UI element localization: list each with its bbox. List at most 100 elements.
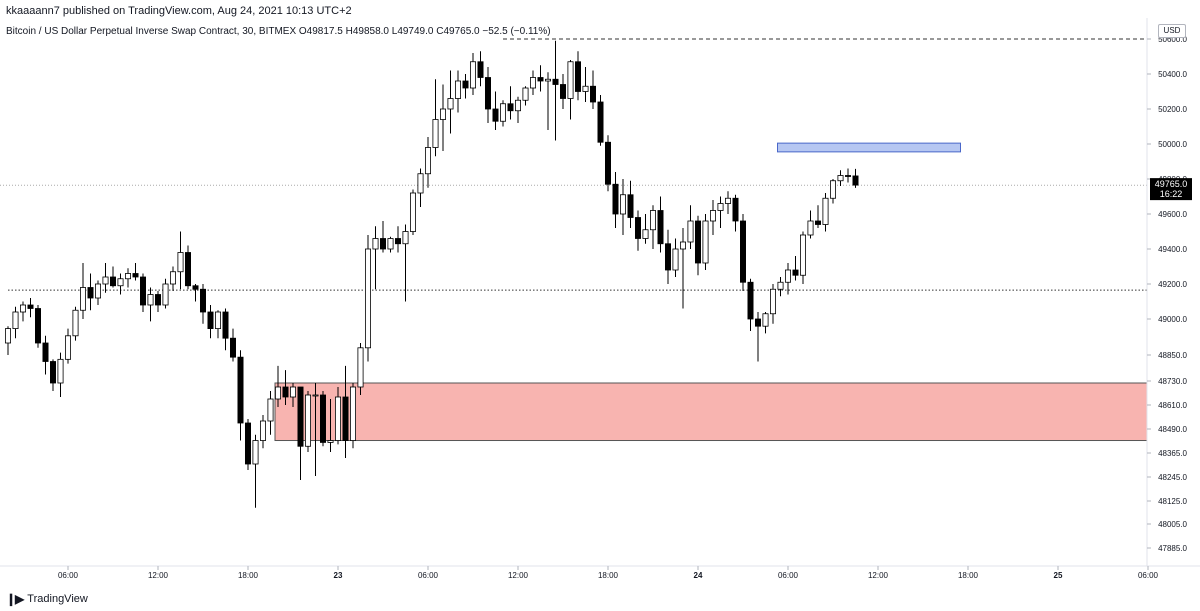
candle-body-down xyxy=(560,84,567,99)
price-tick-label: 48730.0 xyxy=(1158,377,1187,386)
time-tick-label: 06:00 xyxy=(778,571,799,580)
candle-body-up xyxy=(102,276,109,285)
candle-body-up xyxy=(65,335,72,360)
candle-body-down xyxy=(747,281,754,320)
tradingview-logo[interactable]: ❙▶ TradingView xyxy=(6,592,88,606)
candle-body-up xyxy=(80,287,87,311)
candle-body-down xyxy=(792,269,799,276)
candle-body-down xyxy=(184,252,191,287)
candle-body-up xyxy=(702,220,709,264)
tradingview-logo-icon: ❙▶ xyxy=(6,592,24,606)
candle-body-up xyxy=(515,99,522,112)
time-tick-label: 24 xyxy=(694,571,703,580)
time-tick-label: 12:00 xyxy=(508,571,529,580)
time-tick-label: 23 xyxy=(334,571,343,580)
candle-body-down xyxy=(154,294,161,306)
candle-body-up xyxy=(454,80,461,99)
price-axis[interactable]: 50600.050400.050200.050000.049800.049600… xyxy=(1147,35,1188,553)
price-tick-label: 50600.0 xyxy=(1158,35,1187,44)
candle-body-down xyxy=(605,141,612,185)
price-tick-label: 49200.0 xyxy=(1158,280,1187,289)
candle-body-up xyxy=(364,248,371,349)
time-tick-label: 06:00 xyxy=(1138,571,1159,580)
candle-body-up xyxy=(837,175,844,182)
candle-body-up xyxy=(357,347,364,388)
price-tick-label: 50200.0 xyxy=(1158,105,1187,114)
candle-body-up xyxy=(387,238,394,250)
price-tick-label: 48850.0 xyxy=(1158,351,1187,360)
last-price-tag: 49765.0 16:22 xyxy=(1150,178,1192,201)
candle-body-down xyxy=(237,356,244,424)
candles-layer xyxy=(5,40,859,508)
candle-body-down xyxy=(35,308,42,344)
candle-body-down xyxy=(42,342,49,362)
candle-body-up xyxy=(567,61,574,99)
time-tick-label: 12:00 xyxy=(868,571,889,580)
candle-body-up xyxy=(710,210,717,222)
candle-body-up xyxy=(214,311,221,330)
price-tick-label: 48005.0 xyxy=(1158,520,1187,529)
candle-body-up xyxy=(447,98,454,110)
zones-layer xyxy=(274,142,1148,442)
candle-body-down xyxy=(27,304,34,309)
time-tick-label: 18:00 xyxy=(598,571,619,580)
candle-body-up xyxy=(177,252,184,273)
candle-body-up xyxy=(349,386,356,441)
time-tick-label: 06:00 xyxy=(58,571,79,580)
last-price-countdown: 16:22 xyxy=(1160,189,1183,199)
candle-body-up xyxy=(530,77,537,89)
price-lines-layer xyxy=(0,38,1147,291)
candle-body-up xyxy=(687,220,694,243)
candle-body-down xyxy=(394,238,401,245)
time-tick-label: 18:00 xyxy=(238,571,259,580)
candle-body-up xyxy=(95,283,102,299)
candle-body-down xyxy=(732,197,739,222)
candle-body-up xyxy=(424,147,431,175)
candle-body-up xyxy=(432,119,439,148)
candle-body-down xyxy=(507,103,514,112)
candle-body-down xyxy=(199,288,206,313)
candle-body-up xyxy=(469,61,476,89)
candle-body-up xyxy=(147,294,154,306)
candle-body-down xyxy=(695,220,702,264)
candle-body-up xyxy=(807,220,814,236)
candle-body-down xyxy=(815,220,822,225)
price-tick-label: 48125.0 xyxy=(1158,497,1187,506)
candle-body-down xyxy=(282,386,289,398)
time-tick-label: 06:00 xyxy=(418,571,439,580)
candle-body-down xyxy=(657,210,664,245)
symbol-info-line: Bitcoin / US Dollar Perpetual Inverse Sw… xyxy=(6,26,551,37)
last-price-tag-background xyxy=(1150,178,1192,201)
currency-label[interactable]: USD xyxy=(1158,24,1186,38)
candle-body-down xyxy=(297,386,304,447)
candle-body-up xyxy=(5,328,11,344)
candle-body-down xyxy=(139,276,146,306)
candle-body-down xyxy=(87,287,94,299)
candle-body-up xyxy=(830,180,837,199)
candle-body-down xyxy=(379,238,386,250)
candle-body-down xyxy=(740,220,747,283)
candle-body-up xyxy=(717,203,724,211)
supply-zone[interactable] xyxy=(777,142,961,153)
candle-body-up xyxy=(545,78,552,82)
candle-body-up xyxy=(582,85,589,92)
price-tick-label: 48490.0 xyxy=(1158,425,1187,434)
candle-body-down xyxy=(612,183,619,215)
candle-body-up xyxy=(304,394,311,447)
price-tick-label: 49000.0 xyxy=(1158,315,1187,324)
time-axis[interactable]: 06:00 12:00 18:00 23 06:00 12:00 18:00 24 06:00 1… xyxy=(58,566,1159,580)
candle-body-up xyxy=(169,271,176,285)
candle-body-up xyxy=(650,210,657,231)
candle-body-up xyxy=(409,192,416,232)
candle-body-down xyxy=(590,85,597,103)
tradingview-brand-label: TradingView xyxy=(27,593,88,605)
demand-zone[interactable] xyxy=(274,382,1148,442)
candle-body-down xyxy=(110,276,117,287)
candle-body-up xyxy=(125,273,132,280)
candle-body-down xyxy=(635,217,642,239)
candle-body-down xyxy=(342,396,349,441)
candle-body-down xyxy=(665,243,672,271)
candle-body-down xyxy=(597,101,604,143)
candle-body-down xyxy=(207,311,214,330)
